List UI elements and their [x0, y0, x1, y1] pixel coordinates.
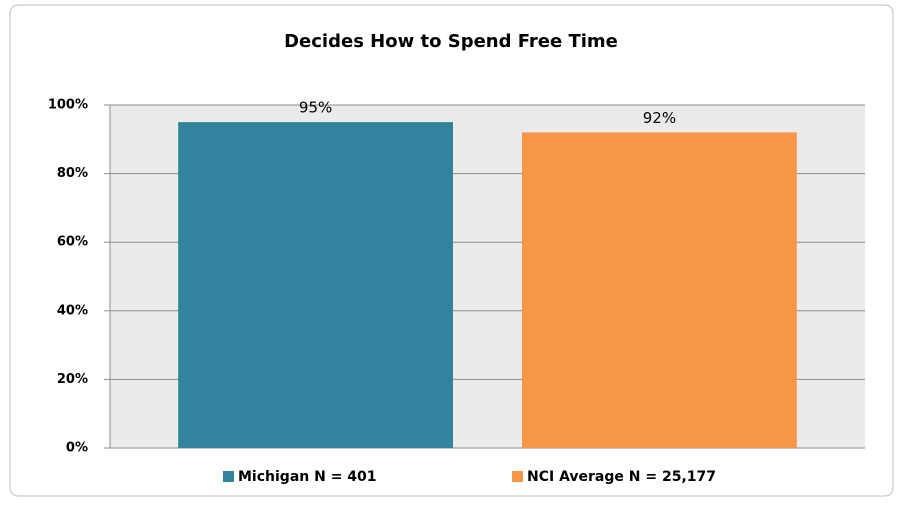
y-tick-label: 80%	[57, 166, 88, 181]
y-tick-label: 20%	[57, 372, 88, 387]
legend-swatch	[512, 471, 523, 482]
bar	[178, 122, 453, 449]
legend-label: NCI Average N = 25,177	[527, 469, 716, 485]
legend-swatch	[223, 471, 234, 482]
legend-label: Michigan N = 401	[238, 469, 377, 485]
y-tick-label: 0%	[66, 441, 88, 456]
y-tick-label: 60%	[57, 235, 88, 250]
y-tick-label: 100%	[48, 98, 88, 113]
chart-title: Decides How to Spend Free Time	[284, 31, 618, 52]
value-label: 95%	[299, 99, 332, 117]
bar	[522, 132, 797, 448]
value-label: 92%	[643, 109, 676, 127]
y-tick-label: 40%	[57, 303, 88, 318]
